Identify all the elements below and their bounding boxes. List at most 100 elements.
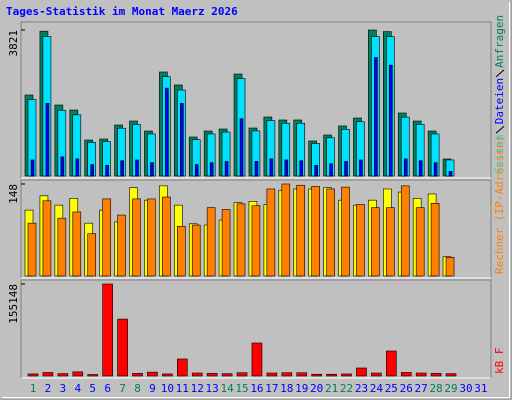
bar bbox=[356, 204, 365, 277]
x-tick-label: 16 bbox=[250, 382, 263, 395]
x-tick-label: 1 bbox=[30, 382, 37, 395]
bar bbox=[296, 184, 306, 277]
bar bbox=[194, 164, 199, 177]
x-tick-label: 7 bbox=[119, 382, 126, 395]
bar bbox=[284, 159, 289, 177]
x-tick-label: 10 bbox=[161, 382, 174, 395]
bar bbox=[418, 160, 423, 177]
bar bbox=[87, 233, 97, 277]
x-tick-label: 29 bbox=[444, 382, 457, 395]
bar bbox=[117, 214, 126, 277]
bar bbox=[326, 188, 335, 277]
bar bbox=[445, 373, 457, 377]
bar bbox=[329, 163, 333, 177]
bar bbox=[165, 87, 169, 177]
x-tick-label: 19 bbox=[295, 382, 308, 395]
x-tick-label: 18 bbox=[280, 382, 293, 395]
x-tick-label: 23 bbox=[355, 382, 368, 395]
bar bbox=[162, 196, 171, 277]
bar bbox=[403, 158, 408, 177]
bar bbox=[57, 373, 69, 377]
chart-title: Tages-Statistik im Monat Maerz 2026 bbox=[6, 5, 238, 18]
x-tick-label: 6 bbox=[104, 382, 111, 395]
bar bbox=[206, 373, 218, 377]
bar bbox=[281, 372, 293, 377]
bar bbox=[251, 205, 261, 277]
legend-label: Rechner (IP-Adressen) bbox=[493, 135, 506, 274]
bar bbox=[191, 224, 201, 277]
bar bbox=[281, 183, 291, 277]
legend-label: Seiten bbox=[493, 134, 506, 174]
y-tick-label: 148 bbox=[7, 184, 20, 204]
bar bbox=[60, 156, 65, 177]
x-tick-label: 28 bbox=[429, 382, 442, 395]
y-tick-label: 155148 bbox=[7, 284, 20, 324]
x-tick-label: 24 bbox=[370, 382, 384, 395]
bar bbox=[209, 162, 214, 177]
bar bbox=[42, 200, 52, 277]
bar bbox=[341, 186, 350, 277]
bar bbox=[221, 373, 233, 377]
x-tick-label: 22 bbox=[340, 382, 353, 395]
bar bbox=[135, 159, 139, 177]
x-tick-label: 12 bbox=[191, 382, 204, 395]
bar bbox=[72, 371, 84, 377]
bar bbox=[45, 103, 50, 177]
bar bbox=[102, 198, 111, 277]
bar bbox=[150, 162, 154, 177]
bar bbox=[314, 165, 318, 177]
bar bbox=[57, 217, 67, 277]
bar bbox=[27, 222, 37, 277]
bar bbox=[239, 118, 244, 177]
bar bbox=[75, 158, 80, 177]
x-tick-label: 30 bbox=[459, 382, 472, 395]
bar bbox=[386, 350, 397, 377]
bar bbox=[30, 159, 35, 177]
bar bbox=[254, 161, 259, 177]
bar bbox=[299, 160, 304, 177]
bar bbox=[236, 372, 248, 377]
bar bbox=[27, 373, 39, 377]
bar bbox=[356, 367, 367, 377]
bar bbox=[269, 158, 274, 177]
x-tick-label: 17 bbox=[265, 382, 278, 395]
bar bbox=[311, 373, 322, 377]
bar bbox=[236, 203, 246, 277]
bar bbox=[430, 373, 442, 377]
x-tick-label: 11 bbox=[176, 382, 189, 395]
bar bbox=[371, 372, 382, 377]
bar bbox=[147, 198, 156, 277]
bar bbox=[326, 373, 337, 377]
bar bbox=[147, 371, 158, 377]
x-tick-label: 8 bbox=[134, 382, 141, 395]
bar bbox=[206, 207, 216, 277]
bar bbox=[389, 64, 393, 177]
bar bbox=[445, 257, 455, 277]
bar bbox=[90, 164, 95, 177]
bar bbox=[415, 207, 425, 277]
x-tick-label: 4 bbox=[74, 382, 81, 395]
bar bbox=[251, 342, 263, 377]
y-tick-label: 3821 bbox=[7, 30, 20, 57]
bar bbox=[430, 202, 440, 277]
bar bbox=[344, 161, 348, 177]
bar bbox=[448, 171, 453, 177]
bar bbox=[311, 186, 320, 277]
x-tick-label: 2 bbox=[45, 382, 52, 395]
bar bbox=[296, 372, 308, 377]
bar bbox=[180, 103, 184, 177]
legend-separator bbox=[495, 69, 505, 78]
bar bbox=[374, 57, 378, 177]
x-tick-label: 5 bbox=[89, 382, 96, 395]
x-tick-label: 27 bbox=[415, 382, 428, 395]
bar bbox=[162, 373, 173, 377]
x-tick-label: 25 bbox=[385, 382, 398, 395]
bar bbox=[266, 372, 278, 377]
bar bbox=[72, 211, 82, 277]
legend-label: kB F bbox=[493, 348, 506, 375]
bar bbox=[371, 207, 380, 277]
x-tick-label: 14 bbox=[220, 382, 234, 395]
x-tick-label: 31 bbox=[474, 382, 487, 395]
